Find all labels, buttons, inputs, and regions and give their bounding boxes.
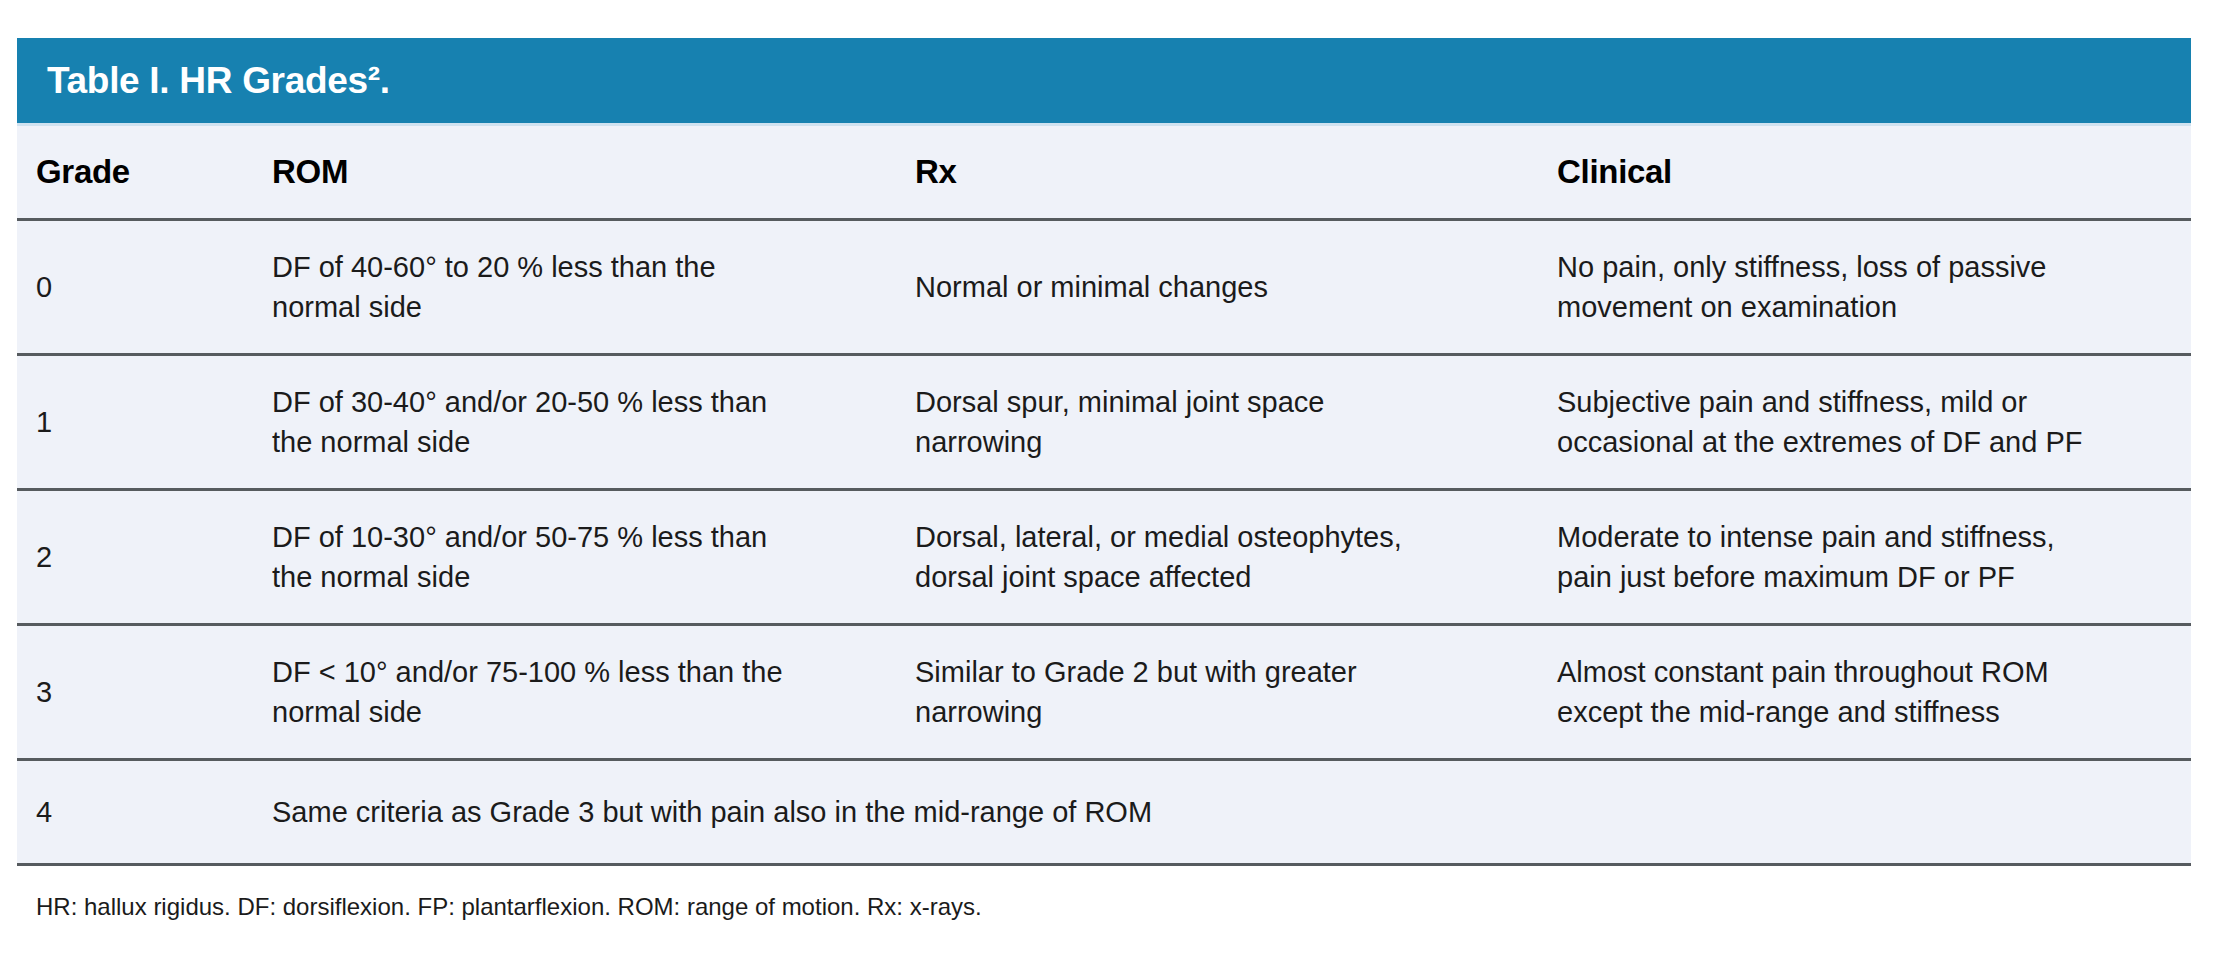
grade-value: 3	[17, 626, 272, 758]
column-header-clinical: Clinical	[1557, 126, 2191, 218]
cell-line: Almost constant pain throughout ROM	[1557, 652, 2151, 692]
cell-line: pain just before maximum DF or PF	[1557, 557, 2151, 597]
cell-line: Dorsal, lateral, or medial osteophytes,	[915, 517, 1517, 557]
table-footnote: HR: hallux rigidus. DF: dorsiflexion. FP…	[36, 893, 982, 921]
grade-value: 2	[17, 491, 272, 623]
cell-line: DF of 10-30° and/or 50-75 % less than	[272, 517, 875, 557]
grade-value: 1	[17, 356, 272, 488]
table-body: Grade ROM Rx Clinical 0 DF of 40-60° to …	[17, 126, 2191, 866]
cell-line: Moderate to intense pain and stiffness,	[1557, 517, 2151, 557]
rom-cell: DF of 40-60° to 20 % less than the norma…	[272, 221, 915, 353]
rx-cell: Dorsal, lateral, or medial osteophytes, …	[915, 491, 1557, 623]
clinical-cell: Subjective pain and stiffness, mild or o…	[1557, 356, 2191, 488]
cell-line: Same criteria as Grade 3 but with pain a…	[272, 792, 2151, 832]
cell-line: Subjective pain and stiffness, mild or	[1557, 382, 2151, 422]
rom-cell: DF < 10° and/or 75-100 % less than the n…	[272, 626, 915, 758]
rom-cell: DF of 30-40° and/or 20-50 % less than th…	[272, 356, 915, 488]
table-header-row: Grade ROM Rx Clinical	[17, 126, 2191, 218]
cell-line: No pain, only stiffness, loss of passive	[1557, 247, 2151, 287]
clinical-cell: Almost constant pain throughout ROM exce…	[1557, 626, 2191, 758]
cell-line: narrowing	[915, 692, 1517, 732]
table-row-grade-4: 4 Same criteria as Grade 3 but with pain…	[17, 758, 2191, 863]
cell-line: DF of 40-60° to 20 % less than the	[272, 247, 875, 287]
grade-value: 0	[17, 221, 272, 353]
cell-line: DF of 30-40° and/or 20-50 % less than	[272, 382, 875, 422]
rx-cell: Similar to Grade 2 but with greater narr…	[915, 626, 1557, 758]
cell-line: narrowing	[915, 422, 1517, 462]
table-row-grade-0: 0 DF of 40-60° to 20 % less than the nor…	[17, 218, 2191, 353]
cell-line: normal side	[272, 287, 875, 327]
hr-grades-table: Table I. HR Grades². Grade ROM Rx Clinic…	[17, 38, 2191, 866]
clinical-cell: Moderate to intense pain and stiffness, …	[1557, 491, 2191, 623]
cell-line: the normal side	[272, 422, 875, 462]
cell-line: dorsal joint space affected	[915, 557, 1517, 597]
clinical-cell: No pain, only stiffness, loss of passive…	[1557, 221, 2191, 353]
column-header-grade: Grade	[17, 126, 272, 218]
cell-line: movement on examination	[1557, 287, 2151, 327]
cell-line: DF < 10° and/or 75-100 % less than the	[272, 652, 875, 692]
cell-line: occasional at the extremes of DF and PF	[1557, 422, 2151, 462]
table-row-grade-2: 2 DF of 10-30° and/or 50-75 % less than …	[17, 488, 2191, 623]
cell-line: the normal side	[272, 557, 875, 597]
grade-value: 4	[17, 761, 272, 863]
cell-line: except the mid-range and stiffness	[1557, 692, 2151, 732]
column-header-rom: ROM	[272, 126, 915, 218]
table-title: Table I. HR Grades².	[47, 60, 390, 102]
rx-cell: Dorsal spur, minimal joint space narrowi…	[915, 356, 1557, 488]
table-row-grade-1: 1 DF of 30-40° and/or 20-50 % less than …	[17, 353, 2191, 488]
cell-line: normal side	[272, 692, 875, 732]
cell-line: Similar to Grade 2 but with greater	[915, 652, 1517, 692]
table-title-bar: Table I. HR Grades².	[17, 38, 2191, 126]
cell-line: Dorsal spur, minimal joint space	[915, 382, 1517, 422]
rom-cell: DF of 10-30° and/or 50-75 % less than th…	[272, 491, 915, 623]
cell-line: Normal or minimal changes	[915, 267, 1517, 307]
table-row-grade-3: 3 DF < 10° and/or 75-100 % less than the…	[17, 623, 2191, 758]
span-cell: Same criteria as Grade 3 but with pain a…	[272, 761, 2191, 863]
page: Table I. HR Grades². Grade ROM Rx Clinic…	[0, 0, 2239, 965]
rx-cell: Normal or minimal changes	[915, 221, 1557, 353]
column-header-rx: Rx	[915, 126, 1557, 218]
